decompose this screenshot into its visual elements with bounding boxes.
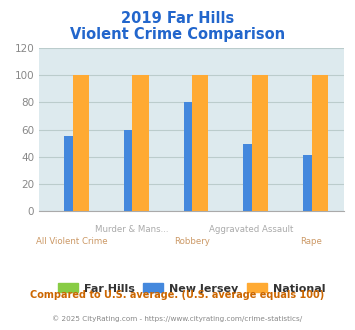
Bar xyxy=(303,155,320,211)
Bar xyxy=(252,75,268,211)
Text: Compared to U.S. average. (U.S. average equals 100): Compared to U.S. average. (U.S. average … xyxy=(31,290,324,300)
Text: Robbery: Robbery xyxy=(174,237,210,246)
Legend: Far Hills, New Jersey, National: Far Hills, New Jersey, National xyxy=(54,279,330,298)
Text: Violent Crime Comparison: Violent Crime Comparison xyxy=(70,27,285,42)
Bar xyxy=(244,145,260,211)
Text: 2019 Far Hills: 2019 Far Hills xyxy=(121,11,234,26)
Text: © 2025 CityRating.com - https://www.cityrating.com/crime-statistics/: © 2025 CityRating.com - https://www.city… xyxy=(53,316,302,322)
Text: Rape: Rape xyxy=(300,237,322,246)
Bar xyxy=(312,75,328,211)
Bar xyxy=(132,75,149,211)
Bar xyxy=(184,102,200,211)
Bar xyxy=(64,136,80,211)
Text: Aggravated Assault: Aggravated Assault xyxy=(209,225,294,234)
Bar xyxy=(72,75,89,211)
Bar xyxy=(192,75,208,211)
Text: All Violent Crime: All Violent Crime xyxy=(36,237,108,246)
Bar xyxy=(124,130,140,211)
Text: Murder & Mans...: Murder & Mans... xyxy=(95,225,169,234)
